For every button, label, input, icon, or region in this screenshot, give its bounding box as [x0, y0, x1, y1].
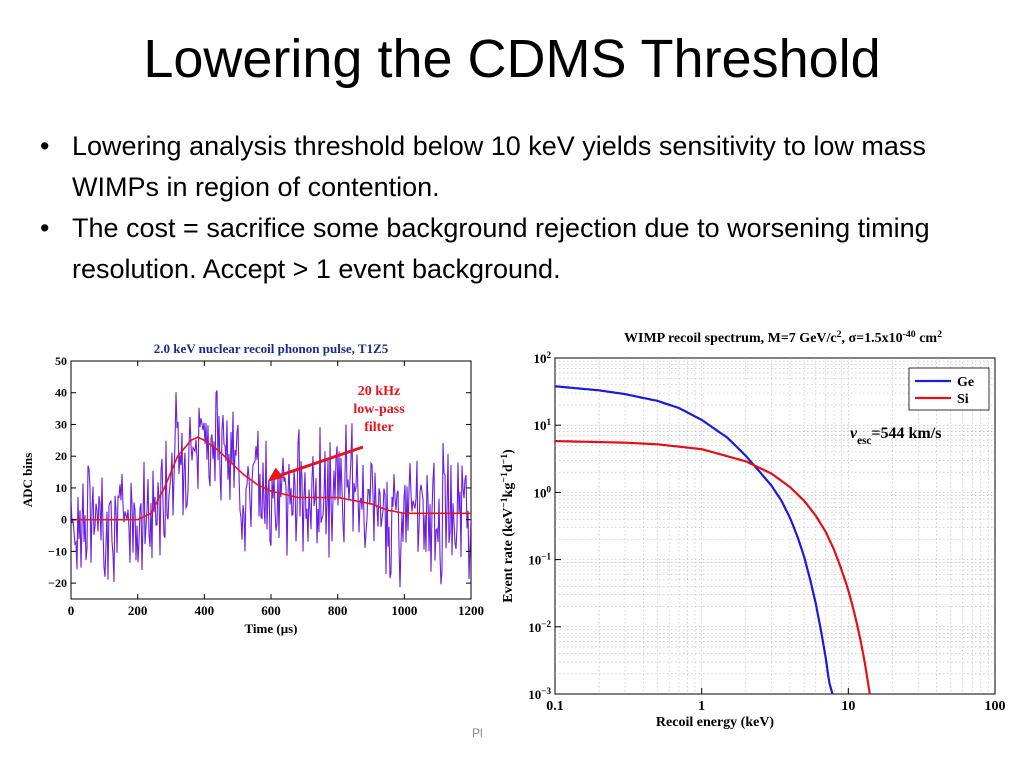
x-axis-label: Recoil energy (keV) [656, 715, 775, 730]
y-tick-label: 102 [533, 350, 551, 366]
footer-text: Pl [472, 726, 483, 740]
x-tick-label: 400 [195, 603, 215, 618]
x-tick-label: 200 [128, 603, 148, 618]
series-line-si [555, 439, 871, 695]
annotation-arrowhead [267, 467, 284, 482]
x-tick-label: 0 [68, 603, 75, 618]
y-axis-label: ADC bins [20, 453, 35, 508]
y-tick-label: 100 [533, 484, 551, 500]
x-tick-label: 1 [698, 699, 705, 714]
y-axis-label: Event rate (keV−1kg−1d−1) [499, 449, 517, 603]
raw-pulse-series [71, 390, 471, 588]
bullet-item: Lowering analysis threshold below 10 keV… [40, 126, 1000, 208]
series-line-ge [554, 385, 834, 695]
y-tick-label: −20 [48, 576, 67, 590]
x-tick-label: 100 [985, 699, 1006, 714]
vesc-annotation: vesc=544 km/s [850, 425, 941, 447]
bullet-list: Lowering analysis threshold below 10 keV… [40, 126, 1000, 290]
x-tick-label: 0.1 [546, 699, 564, 714]
annotation-text: low-pass [353, 402, 405, 417]
legend-label: Ge [957, 375, 974, 390]
y-tick-label: −10 [48, 544, 67, 558]
annotation-text: filter [364, 420, 394, 435]
slide-title: Lowering the CDMS Threshold [143, 29, 881, 89]
y-tick-label: 30 [55, 417, 67, 431]
legend [908, 367, 990, 411]
y-tick-label: 0 [61, 513, 67, 527]
annotation-text: 20 kHz [358, 384, 400, 399]
chart-title: WIMP recoil spectrum, M=7 GeV/c2, σ=1.5x… [624, 329, 942, 347]
x-tick-label: 600 [261, 603, 281, 618]
legend-label: Si [957, 392, 969, 407]
y-tick-label: 40 [55, 386, 67, 400]
filtered-pulse-series [71, 436, 471, 521]
plot-frame [554, 357, 996, 695]
x-tick-label: 1200 [458, 603, 484, 618]
y-tick-label: 101 [533, 417, 551, 433]
y-tick-label: 20 [55, 449, 67, 463]
y-tick-label: 10 [55, 481, 67, 495]
x-tick-label: 1000 [391, 603, 417, 618]
x-tick-label: 10 [841, 699, 855, 714]
x-tick-label: 800 [328, 603, 348, 618]
wimp-spectrum-chart: WIMP recoil spectrum, M=7 GeV/c2, σ=1.5x… [499, 329, 1006, 731]
y-tick-label: 10−1 [528, 552, 551, 568]
bullet-item: The cost = sacrifice some background rej… [40, 208, 1000, 290]
y-tick-label: 50 [55, 354, 67, 368]
y-tick-label: 10−3 [528, 686, 551, 702]
x-axis-label: Time (μs) [245, 621, 298, 636]
annotation-arrow [273, 445, 364, 480]
chart-title: 2.0 keV nuclear recoil phonon pulse, T1Z… [154, 341, 389, 356]
y-tick-label: 10−2 [528, 619, 551, 635]
phonon-pulse-chart: 2.0 keV nuclear recoil phonon pulse, T1Z… [20, 341, 484, 636]
